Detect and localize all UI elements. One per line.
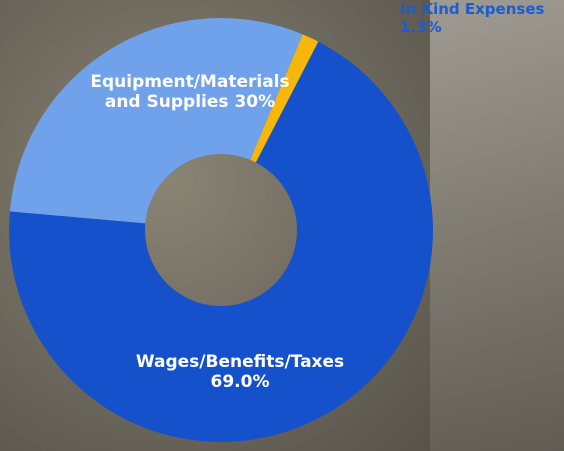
slice (8, 41, 433, 442)
value-label: 30% (234, 92, 276, 112)
slice-label: Equipment/Materials and Supplies 30% (70, 72, 310, 112)
category-label: Wages/Benefits/Taxes (135, 352, 345, 372)
value-label: 1.3% (400, 18, 442, 36)
slice-label: In Kind Expenses 1.3% (400, 0, 560, 36)
category-label: Equipment/Materials and Supplies (90, 72, 290, 112)
value-label: 69.0% (210, 372, 270, 392)
slice-label: Wages/Benefits/Taxes 69.0% (100, 352, 380, 392)
slice (250, 34, 319, 163)
background-photo (430, 0, 564, 451)
slice (9, 17, 303, 224)
category-label: In Kind Expenses (400, 0, 545, 18)
